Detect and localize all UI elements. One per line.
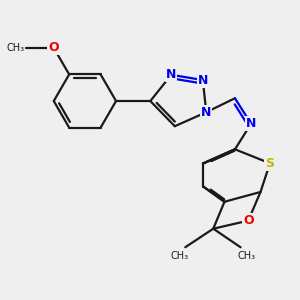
Text: CH₃: CH₃ xyxy=(6,43,24,53)
Text: N: N xyxy=(201,106,211,119)
Text: N: N xyxy=(166,68,176,81)
Text: N: N xyxy=(198,74,208,86)
Text: S: S xyxy=(266,157,274,170)
Text: O: O xyxy=(49,41,59,54)
Text: N: N xyxy=(246,117,256,130)
Text: CH₃: CH₃ xyxy=(171,251,189,261)
Text: CH₃: CH₃ xyxy=(237,251,256,261)
Text: O: O xyxy=(243,214,254,227)
